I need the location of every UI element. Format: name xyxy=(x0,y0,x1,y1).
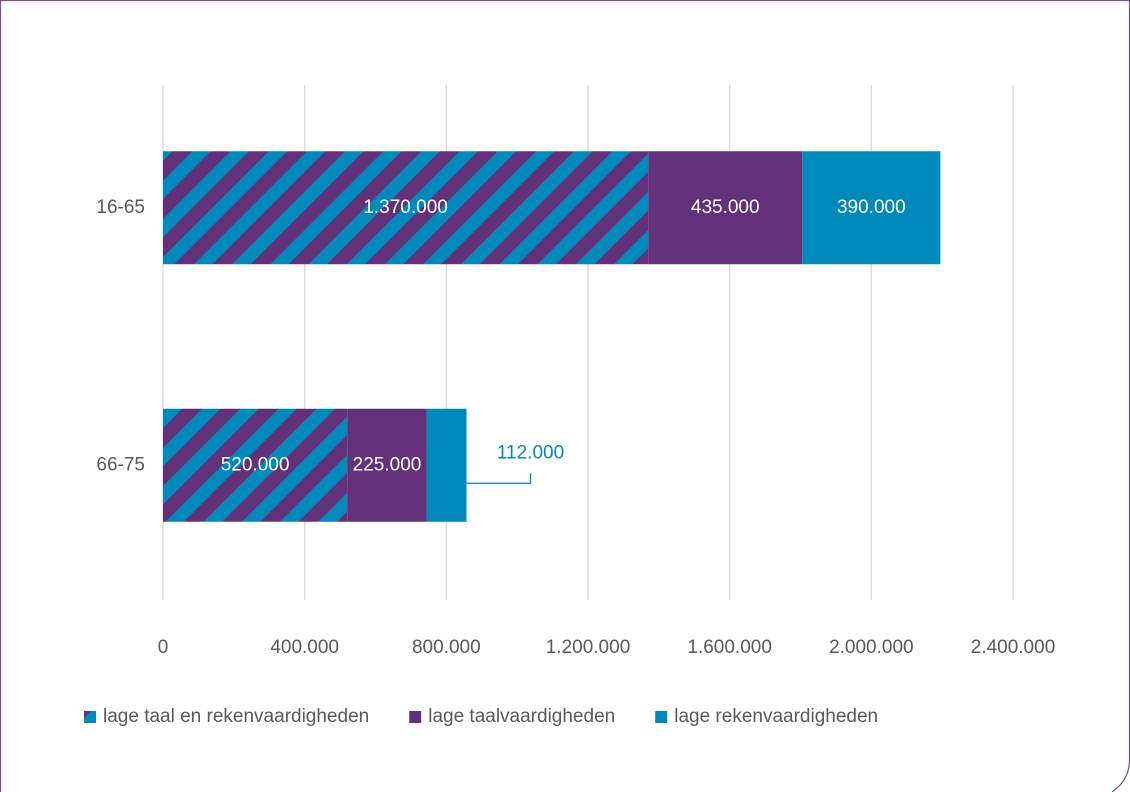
legend-swatch xyxy=(409,711,422,723)
legend-label: lage taal en rekenvaardigheden xyxy=(103,706,369,727)
y-tick-label: 16-65 xyxy=(96,197,145,218)
bar-segment xyxy=(347,408,427,522)
data-label: 112.000 xyxy=(497,442,564,463)
bar-segment xyxy=(802,151,941,265)
bar-segment xyxy=(163,408,348,522)
data-label: 435.000 xyxy=(691,197,760,218)
data-label: 520.000 xyxy=(221,454,290,475)
bar-segment xyxy=(648,151,803,265)
legend-swatch xyxy=(655,711,668,723)
x-tick-label: 800.000 xyxy=(412,637,481,658)
data-label: 1.370.000 xyxy=(363,197,448,218)
legend-label: lage rekenvaardigheden xyxy=(674,706,878,727)
data-label: 390.000 xyxy=(837,197,906,218)
x-tick-label: 0 xyxy=(158,637,169,658)
legend-swatch xyxy=(84,711,96,723)
x-tick-label: 2.400.000 xyxy=(971,637,1056,658)
x-tick-label: 400.000 xyxy=(270,637,339,658)
bar-segment xyxy=(426,408,467,522)
legend-label: lage taalvaardigheden xyxy=(428,706,615,727)
leader-line xyxy=(466,473,532,484)
x-tick-label: 1.200.000 xyxy=(546,637,631,658)
bar-segment xyxy=(163,151,649,265)
data-label: 225.000 xyxy=(353,454,422,475)
x-tick-label: 2.000.000 xyxy=(829,637,914,658)
x-tick-label: 1.600.000 xyxy=(687,637,772,658)
y-tick-label: 66-75 xyxy=(96,454,145,475)
